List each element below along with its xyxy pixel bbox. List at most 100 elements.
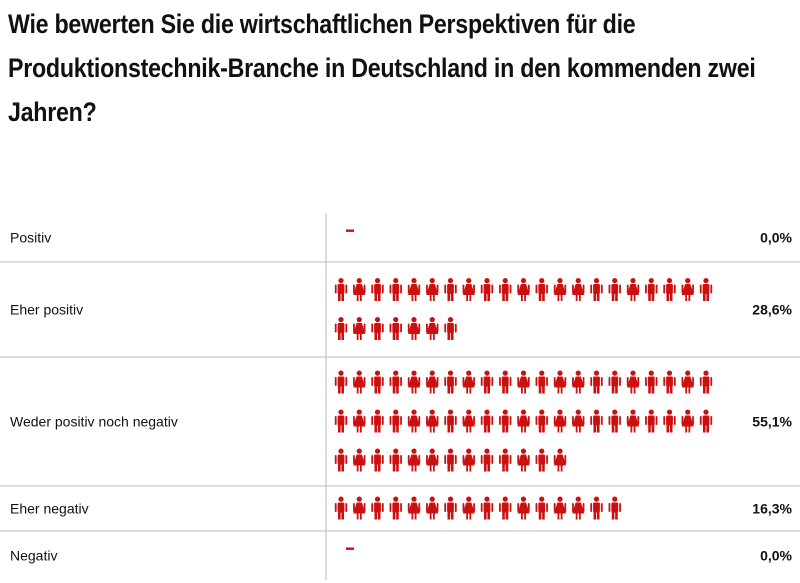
person-icon (462, 409, 475, 433)
person-icon (389, 278, 402, 301)
person-icon (444, 317, 457, 340)
value-label: 0,0% (760, 230, 792, 246)
person-icon (426, 317, 439, 340)
person-icon (553, 409, 567, 433)
person-icon (553, 370, 567, 394)
person-icon (480, 496, 494, 520)
category-label: Positiv (10, 230, 51, 246)
chart-title: Wie bewerten Sie die wirtschaftlichen Pe… (8, 9, 756, 127)
person-icon (608, 370, 621, 394)
person-icon (353, 448, 366, 472)
person-icon (334, 496, 348, 520)
person-icon (389, 317, 402, 340)
person-icon (353, 409, 366, 433)
person-icon (407, 317, 421, 340)
person-icon (535, 496, 548, 520)
person-icon (426, 278, 439, 301)
person-icon (499, 496, 512, 520)
person-icon (699, 409, 713, 433)
person-icon (444, 496, 457, 520)
person-icon (407, 370, 421, 394)
zero-marker (346, 547, 354, 550)
person-icon (590, 278, 603, 301)
person-icon (535, 278, 548, 301)
person-icon (608, 409, 621, 433)
person-icon (371, 278, 384, 301)
person-icon (426, 448, 439, 472)
person-icon (590, 409, 603, 433)
person-icon (645, 409, 658, 433)
person-icon (499, 409, 512, 433)
person-icon (389, 448, 402, 472)
person-icon (334, 317, 348, 340)
person-icon (626, 409, 640, 433)
person-icon (426, 409, 439, 433)
person-icon (699, 278, 713, 301)
person-icon (353, 370, 366, 394)
person-icon (553, 448, 567, 472)
category-label: Eher positiv (10, 302, 83, 318)
value-label: 0,0% (760, 548, 792, 564)
person-icon (608, 278, 621, 301)
person-icon (444, 448, 457, 472)
person-icon (463, 317, 475, 340)
zero-marker (346, 229, 354, 232)
person-icon (371, 409, 384, 433)
person-icon (608, 496, 621, 520)
person-icon (499, 370, 512, 394)
person-icon (572, 409, 585, 433)
person-icon (462, 370, 475, 394)
person-icon (681, 278, 694, 301)
person-icon (590, 370, 603, 394)
person-icon (334, 409, 348, 433)
person-icon (499, 448, 512, 472)
value-label: 16,3% (752, 501, 792, 517)
person-icon (572, 278, 585, 301)
person-icon (517, 278, 530, 301)
person-icon (334, 370, 348, 394)
person-icon (334, 278, 348, 301)
person-icon (480, 448, 494, 472)
person-icon (626, 370, 640, 394)
person-icon (462, 278, 475, 301)
category-label: Weder positiv noch negativ (10, 414, 178, 430)
person-icon (645, 370, 658, 394)
person-icon (663, 370, 676, 394)
category-label: Eher negativ (10, 501, 89, 517)
person-icon (663, 278, 676, 301)
person-icon (407, 448, 421, 472)
person-icon (462, 448, 475, 472)
person-icon (407, 409, 421, 433)
person-icon (371, 370, 384, 394)
person-icon (371, 317, 384, 340)
value-label: 55,1% (752, 414, 792, 430)
person-icon (535, 370, 548, 394)
person-icon (681, 409, 694, 433)
person-icon (407, 496, 421, 520)
person-icon (462, 496, 475, 520)
person-icon (699, 370, 713, 394)
person-icon (480, 409, 494, 433)
person-icon (371, 448, 384, 472)
person-icon (535, 409, 548, 433)
person-icon (572, 449, 584, 472)
person-icon (553, 278, 567, 301)
person-icon (681, 370, 694, 394)
person-icon (444, 370, 457, 394)
person-icon (572, 370, 585, 394)
person-icon (572, 496, 585, 520)
person-icon (334, 448, 348, 472)
person-icon (517, 370, 530, 394)
person-icon (480, 370, 494, 394)
person-icon (627, 497, 639, 520)
person-icon (590, 496, 603, 520)
person-icon (517, 409, 530, 433)
person-icon (389, 496, 402, 520)
person-icon (535, 448, 548, 472)
category-label: Negativ (10, 548, 57, 564)
person-icon (444, 409, 457, 433)
person-icon (444, 278, 457, 301)
person-icon (353, 317, 366, 340)
person-icon (499, 278, 512, 301)
